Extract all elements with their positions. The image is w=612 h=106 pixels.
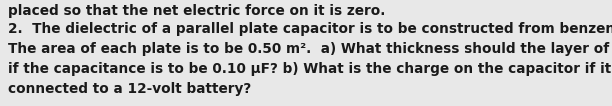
Text: 2.  The dielectric of a parallel plate capacitor is to be constructed from benze: 2. The dielectric of a parallel plate ca… [8, 22, 612, 36]
Text: placed so that the net electric force on it is zero.: placed so that the net electric force on… [8, 4, 386, 18]
Text: connected to a 12-volt battery?: connected to a 12-volt battery? [8, 82, 252, 96]
Text: The area of each plate is to be 0.50 m².  a) What thickness should the layer of : The area of each plate is to be 0.50 m².… [8, 42, 612, 56]
Text: if the capacitance is to be 0.10 μF? b) What is the charge on the capacitor if i: if the capacitance is to be 0.10 μF? b) … [8, 62, 612, 76]
